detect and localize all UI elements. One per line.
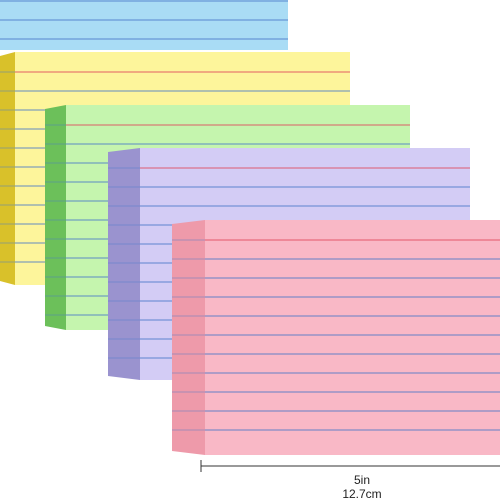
card-front [205,220,500,455]
card-side [0,52,15,285]
dimension-marker: 5in 12.7cm [200,460,500,500]
card-front [0,0,288,50]
card-side [172,220,205,455]
dimension-centimeters: 12.7cm [342,487,381,500]
card-side [108,148,140,380]
card-stacks [0,0,500,455]
card-side [45,105,66,330]
dimension-inches: 5in [354,473,370,487]
